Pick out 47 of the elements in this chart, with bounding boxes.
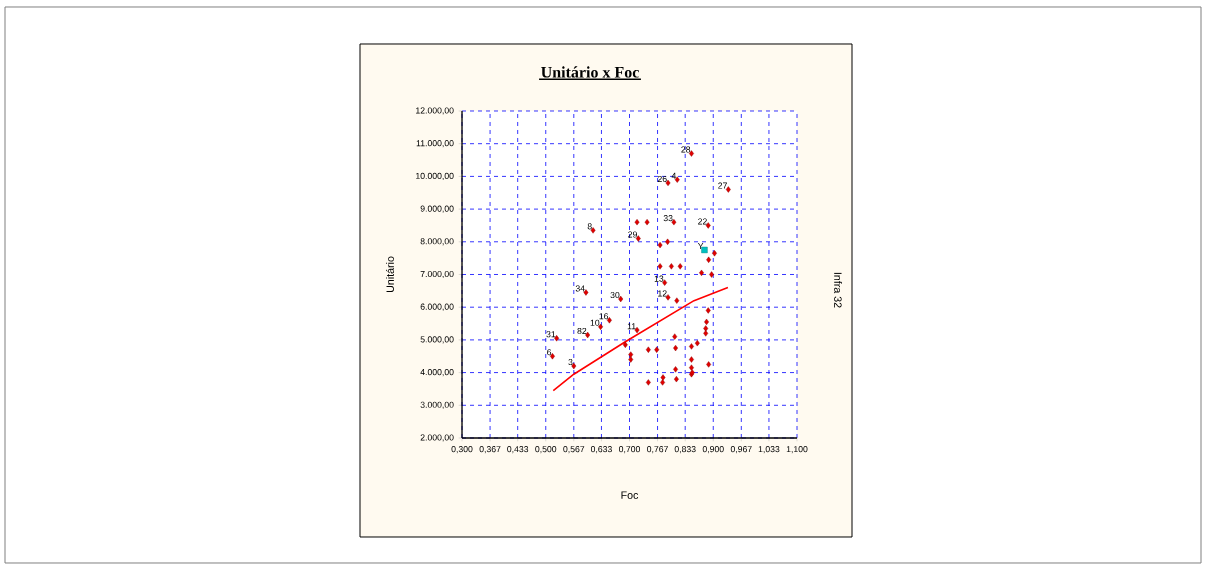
y-tick-label: 12.000,00 [416,107,454,115]
y-tick-label: 8.000,00 [420,238,454,246]
annotation: 34 [575,285,585,292]
y-tick-label: 6.000,00 [420,303,454,311]
y-tick-label: 7.000,00 [420,270,454,279]
annotation: 12 [658,290,667,297]
annotation: 11 [627,323,636,330]
x-tick-label: 0,967 [730,446,752,454]
y-tick-label: 10.000,00 [416,172,454,180]
annotation: 6 [547,349,552,356]
y-tick-label: 3.000,00 [420,401,454,409]
y-axis-title: Unitário [386,256,394,293]
annotation: 26 [657,175,667,182]
x-tick-label: 0,700 [618,446,640,454]
annotation: 22 [698,218,707,225]
x-axis-title: Foc [621,491,639,499]
annotation: Y [697,243,704,250]
annotation: 10 [590,319,600,326]
y-tick-label: 9.000,00 [420,205,454,213]
x-tick-label: 0,500 [535,446,557,454]
y-tick-label: 2.000,00 [420,434,454,442]
x-tick-label: 0,767 [647,446,668,454]
x-tick-label: 1,033 [758,446,780,454]
annotation: 4 [671,172,677,179]
annotation: 28 [681,146,691,153]
annotation: 29 [628,231,637,238]
y-tick-label: 11.000,00 [416,140,454,148]
annotation: 33 [663,215,673,222]
x-tick-label: 1,100 [786,446,808,454]
annotation: 8 [587,223,592,230]
x-tick-label: 0,367 [479,446,501,454]
annotation: 13 [654,275,664,282]
x-tick-label: 0,433 [507,446,529,454]
annotation: 31 [546,331,556,338]
annotation: 82 [577,327,587,335]
text: Infra 32 [834,272,842,308]
x-tick-label: 0,833 [674,446,696,454]
chart-title: Unitário x Foc [541,66,639,78]
y-tick-label: 5.000,00 [420,336,454,344]
annotation: 3 [568,358,573,366]
x-tick-label: 0,900 [702,446,724,454]
annotation: 27 [718,182,727,189]
y-tick-label: 4.000,00 [420,369,454,377]
x-tick-label: 0,567 [563,446,585,454]
x-tick-label: 0,300 [451,446,473,454]
x-tick-label: 0,633 [590,446,612,454]
annotation: 30 [610,291,620,299]
